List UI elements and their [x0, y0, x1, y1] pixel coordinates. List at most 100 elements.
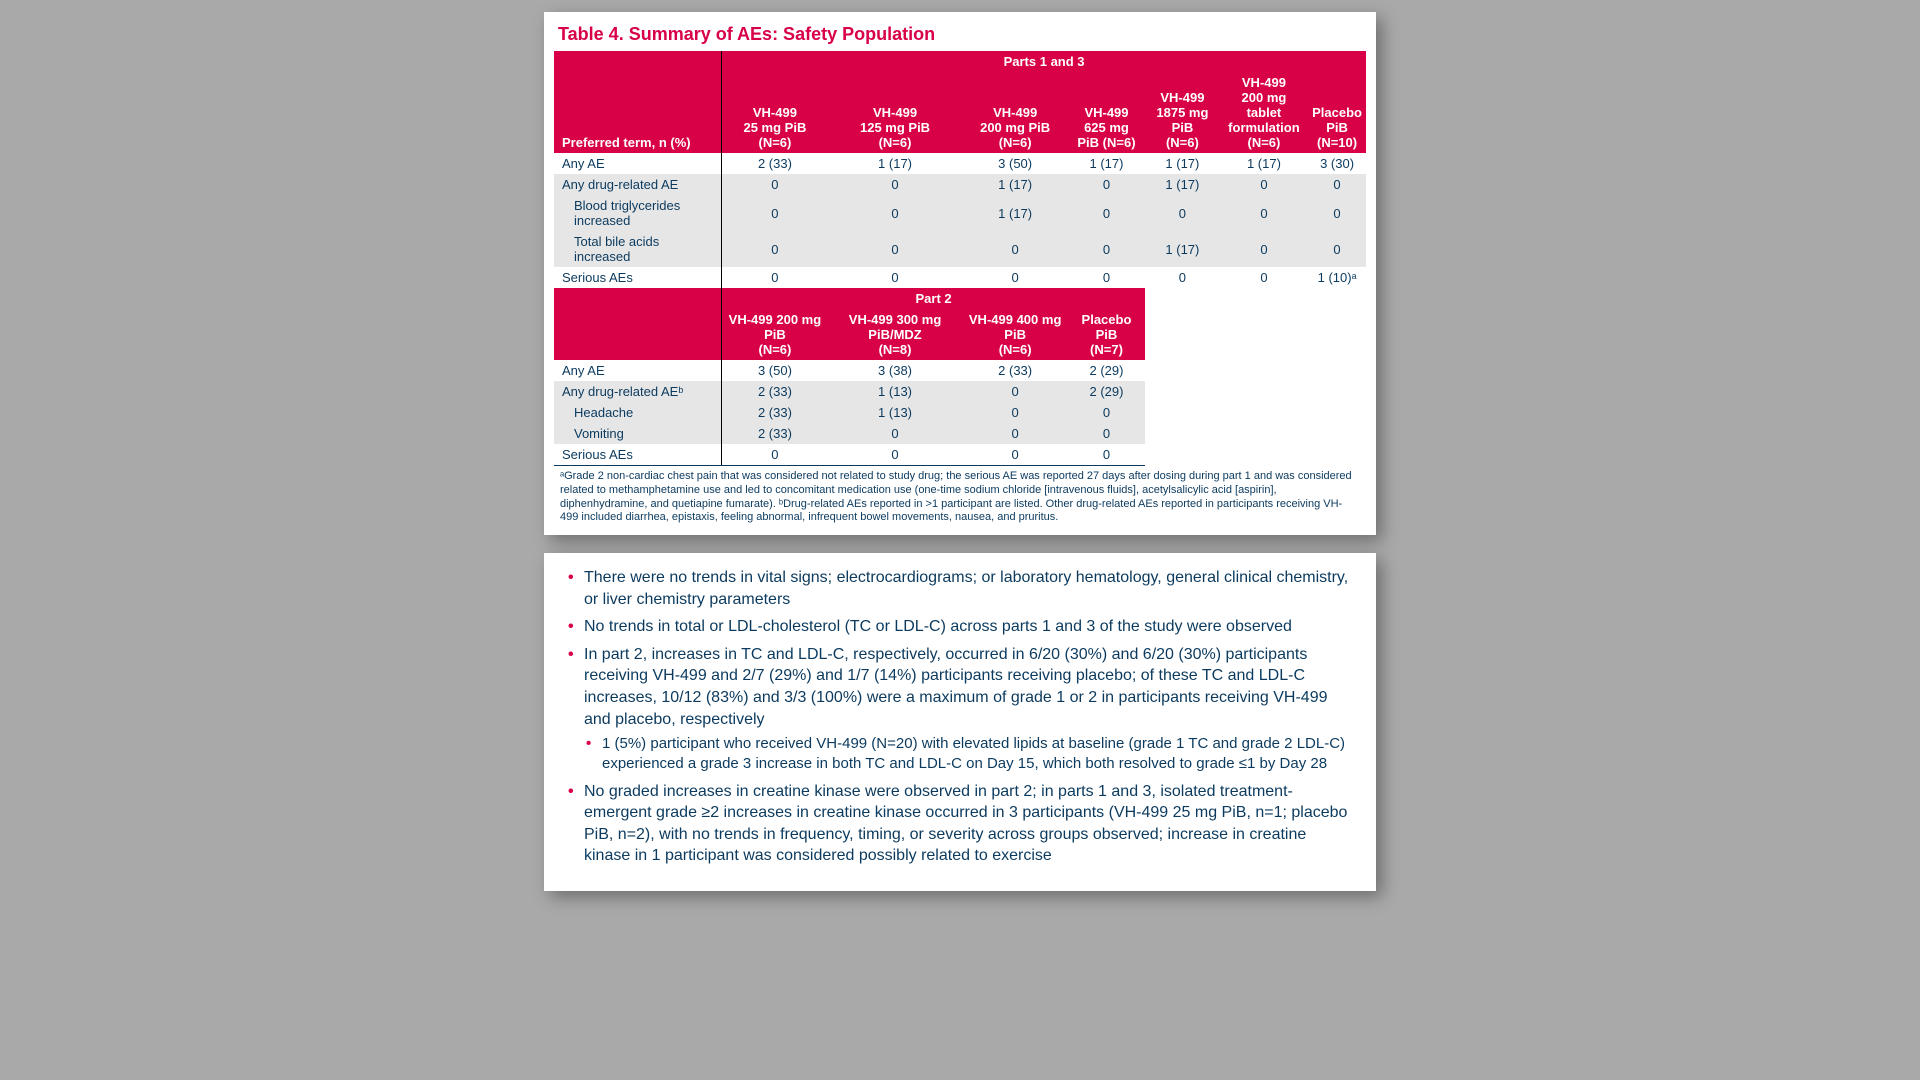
cell: 0 [1220, 195, 1308, 231]
row-header-empty [554, 309, 722, 360]
table-card: Table 4. Summary of AEs: Safety Populati… [544, 12, 1376, 535]
cell: 0 [828, 231, 963, 267]
cell: 1 (17) [1220, 153, 1308, 174]
cell: 2 (33) [722, 153, 828, 174]
col-header: VH-499 200 mg PiB(N=6) [722, 309, 828, 360]
cell: 1 (17) [1145, 174, 1220, 195]
cell: 0 [1068, 423, 1145, 444]
cell: 2 (29) [1068, 381, 1145, 402]
col-header: VH-499 400 mg PiB(N=6) [962, 309, 1068, 360]
sub-bullet-list: 1 (5%) participant who received VH-499 (… [584, 734, 1356, 775]
col-header: VH-499 300 mg PiB/MDZ(N=8) [828, 309, 963, 360]
table-row: Total bile acids increased00001 (17)00 [554, 231, 1366, 267]
cell: 1 (17) [962, 174, 1068, 195]
cell: 0 [1220, 231, 1308, 267]
cell: 3 (30) [1308, 153, 1366, 174]
table-row: Any AE2 (33)1 (17)3 (50)1 (17)1 (17)1 (1… [554, 153, 1366, 174]
cell: 0 [1068, 402, 1145, 423]
cell: 0 [722, 174, 828, 195]
cell: 0 [1308, 174, 1366, 195]
table-row: Vomiting2 (33)000 [554, 423, 1366, 444]
cell: 0 [722, 444, 828, 466]
cell: 0 [962, 444, 1068, 466]
cell: 1 (17) [1145, 231, 1220, 267]
table-title: Table 4. Summary of AEs: Safety Populati… [554, 24, 1366, 45]
sub-bullet-item: 1 (5%) participant who received VH-499 (… [584, 734, 1356, 775]
cell: 1 (17) [1068, 153, 1145, 174]
cell: 0 [1068, 231, 1145, 267]
header-span-part13: Parts 1 and 3 [722, 51, 1366, 72]
col-header: VH-49925 mg PiB(N=6) [722, 72, 828, 153]
bullet-item: There were no trends in vital signs; ele… [564, 567, 1356, 610]
cell: 0 [962, 267, 1068, 288]
cell: 1 (17) [962, 195, 1068, 231]
cell: 0 [962, 231, 1068, 267]
cell: 0 [1308, 195, 1366, 231]
header-span-part2: Part 2 [722, 288, 1145, 309]
table-row: Serious AEs0000 [554, 444, 1366, 466]
row-label: Total bile acids increased [554, 231, 722, 267]
cell: 0 [1068, 444, 1145, 466]
row-label: Vomiting [554, 423, 722, 444]
cell: 0 [1220, 174, 1308, 195]
cell: 0 [962, 381, 1068, 402]
cell: 0 [1308, 231, 1366, 267]
cell: 2 (29) [1068, 360, 1145, 381]
col-header: VH-499200 mg PiB(N=6) [962, 72, 1068, 153]
cell: 1 (17) [1145, 153, 1220, 174]
row-header-label: Preferred term, n (%) [554, 72, 722, 153]
row-label: Headache [554, 402, 722, 423]
table-row: Serious AEs0000001 (10)ᵃ [554, 267, 1366, 288]
col-header: VH-4991875 mg PiB(N=6) [1145, 72, 1220, 153]
header-empty [554, 51, 722, 72]
cell: 1 (13) [828, 381, 963, 402]
cell: 0 [828, 267, 963, 288]
cell: 0 [1068, 174, 1145, 195]
cell: 0 [1145, 267, 1220, 288]
bullet-list: There were no trends in vital signs; ele… [564, 567, 1356, 867]
cell: 0 [722, 195, 828, 231]
cell: 0 [828, 195, 963, 231]
bullets-card: There were no trends in vital signs; ele… [544, 553, 1376, 891]
cell: 0 [1068, 267, 1145, 288]
header-empty [554, 288, 722, 309]
col-header: PlaceboPiB(N=10) [1308, 72, 1366, 153]
col-header: Placebo PiB(N=7) [1068, 309, 1145, 360]
table-row: Headache2 (33)1 (13)00 [554, 402, 1366, 423]
row-label: Any AE [554, 360, 722, 381]
cell: 2 (33) [722, 423, 828, 444]
table-footnote: ᵃGrade 2 non-cardiac chest pain that was… [554, 466, 1366, 525]
cell: 1 (13) [828, 402, 963, 423]
row-label: Serious AEs [554, 444, 722, 466]
col-header: VH-499200 mg tabletformulation(N=6) [1220, 72, 1308, 153]
row-label: Any drug-related AE [554, 174, 722, 195]
row-label: Blood triglycerides increased [554, 195, 722, 231]
cell: 3 (38) [828, 360, 963, 381]
bullet-item: No trends in total or LDL-cholesterol (T… [564, 616, 1356, 638]
cell: 3 (50) [962, 153, 1068, 174]
cell: 0 [828, 174, 963, 195]
cell: 0 [1068, 195, 1145, 231]
cell: 0 [962, 423, 1068, 444]
cell: 2 (33) [962, 360, 1068, 381]
row-label: Any drug-related AEᵇ [554, 381, 722, 402]
table-row: Any drug-related AE001 (17)01 (17)00 [554, 174, 1366, 195]
bullet-item: In part 2, increases in TC and LDL-C, re… [564, 644, 1356, 775]
cell: 0 [828, 444, 963, 466]
col-header: VH-499625 mgPiB (N=6) [1068, 72, 1145, 153]
row-label: Serious AEs [554, 267, 722, 288]
cell: 0 [722, 267, 828, 288]
col-header: VH-499125 mg PiB(N=6) [828, 72, 963, 153]
row-label: Any AE [554, 153, 722, 174]
ae-table: Parts 1 and 3Preferred term, n (%)VH-499… [554, 51, 1366, 466]
bullet-item: No graded increases in creatine kinase w… [564, 781, 1356, 867]
cell: 1 (17) [828, 153, 963, 174]
cell: 2 (33) [722, 381, 828, 402]
cell: 1 (10)ᵃ [1308, 267, 1366, 288]
table-row: Any AE3 (50)3 (38)2 (33)2 (29) [554, 360, 1366, 381]
cell: 0 [722, 231, 828, 267]
cell: 0 [1145, 195, 1220, 231]
cell: 0 [962, 402, 1068, 423]
table-row: Any drug-related AEᵇ2 (33)1 (13)02 (29) [554, 381, 1366, 402]
cell: 2 (33) [722, 402, 828, 423]
